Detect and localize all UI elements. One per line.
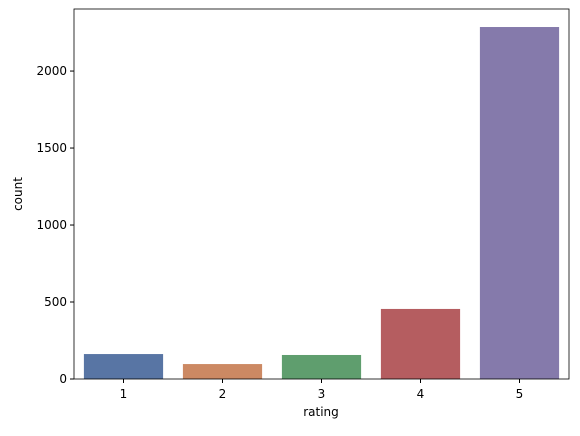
bar <box>479 27 560 379</box>
x-axis-label: rating <box>303 405 339 419</box>
x-tick-label: 3 <box>318 387 326 401</box>
x-tick-label: 2 <box>219 387 227 401</box>
bar <box>281 354 362 379</box>
y-axis-label: count <box>11 177 25 211</box>
bar <box>380 308 461 379</box>
plot-frame <box>73 8 570 380</box>
y-tick-label: 1000 <box>36 218 67 232</box>
y-tick-label: 500 <box>44 295 67 309</box>
x-tick-label: 5 <box>516 387 524 401</box>
y-tick-label: 1500 <box>36 141 67 155</box>
x-tick-label: 1 <box>120 387 128 401</box>
x-tick-label: 4 <box>417 387 425 401</box>
bar <box>182 364 263 379</box>
bar <box>83 354 164 379</box>
y-tick-label: 2000 <box>36 64 67 78</box>
y-tick-label: 0 <box>59 372 67 386</box>
